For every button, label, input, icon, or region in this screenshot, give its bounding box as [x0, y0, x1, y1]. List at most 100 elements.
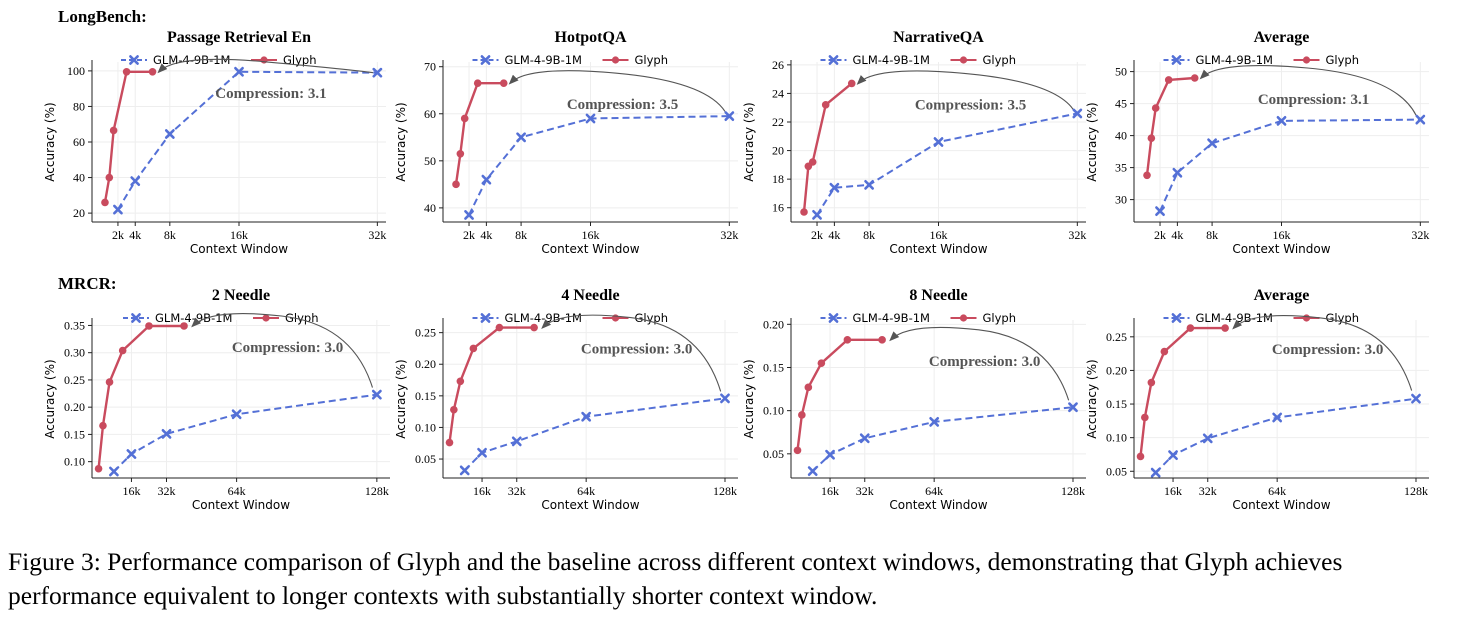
data-point [371, 389, 382, 400]
legend-baseline-marker [828, 313, 839, 323]
y-tick-label: 0.25 [64, 373, 85, 387]
legend-glyph-marker [959, 56, 968, 64]
series-glm-4-9b-1m [464, 111, 735, 220]
data-point [720, 393, 730, 404]
series-line [1159, 118, 1421, 212]
data-point [1172, 167, 1183, 178]
data-point [495, 323, 504, 332]
data-point [1411, 393, 1421, 404]
legend-baseline-label: GLM-4-9B-1M [1196, 311, 1273, 325]
y-tick-label: 24 [772, 86, 784, 100]
y-axis-label: Accuracy (%) [43, 359, 57, 438]
y-axis-label: Accuracy (%) [1085, 359, 1099, 438]
data-point [585, 113, 596, 124]
legend: GLM-4-9B-1M Glyph [1163, 53, 1359, 67]
compression-arrow [157, 58, 374, 74]
y-axis-label: Accuracy (%) [43, 102, 57, 181]
y-tick-label: 0.20 [415, 357, 436, 371]
data-point [1190, 74, 1199, 82]
y-tick-label: 40 [1115, 129, 1127, 143]
series-glm-4-9b-1m [1150, 393, 1421, 478]
data-point [1221, 324, 1229, 332]
data-point [477, 447, 487, 458]
data-point [459, 465, 470, 476]
series-glyph [445, 323, 538, 447]
data-point [1186, 324, 1195, 332]
series-line [816, 112, 1078, 216]
data-point [511, 436, 522, 447]
data-point [464, 210, 474, 220]
data-point [1151, 104, 1160, 112]
data-point [1207, 138, 1217, 149]
compression-annotation: Compression: 3.1 [1258, 92, 1369, 108]
x-tick-label: 2k [463, 228, 475, 242]
data-point [94, 464, 103, 473]
y-tick-label: 18 [772, 172, 784, 186]
data-point [180, 322, 188, 330]
x-tick-label: 16k [122, 484, 140, 498]
x-tick-label: 8k [164, 228, 176, 242]
y-tick-label: 50 [424, 154, 436, 168]
legend-baseline-label: GLM-4-9B-1M [1196, 53, 1273, 67]
legend-glyph-label: Glyph [983, 53, 1017, 67]
legend-baseline-marker [480, 313, 491, 323]
y-tick-label: 22 [772, 115, 784, 129]
data-point [1276, 115, 1287, 126]
x-tick-label: 16k [582, 228, 600, 242]
chart-panel-8: 0.05 0.10 0.15 0.20 0.25 16k 32k 64k 128k Context… [1085, 287, 1429, 512]
data-point [452, 180, 460, 189]
series-glyph [793, 336, 886, 455]
compression-annotation: Compression: 3.0 [929, 354, 1040, 370]
data-point [456, 377, 465, 386]
data-point [516, 132, 526, 143]
data-point [148, 67, 157, 76]
series-line [1145, 76, 1195, 176]
compression-arrow [191, 312, 373, 388]
data-point [99, 421, 107, 430]
series-line [463, 397, 726, 472]
series-line [796, 338, 883, 451]
series-glyph [94, 322, 188, 473]
y-tick-label: 0.25 [415, 326, 436, 340]
x-tick-label: 4k [1171, 228, 1183, 242]
legend-glyph-label: Glyph [635, 53, 669, 67]
y-tick-label: 0.05 [1106, 464, 1127, 478]
compression-annotation: Compression: 3.5 [567, 97, 678, 113]
series-line [103, 70, 153, 203]
x-tick-label: 4k [480, 228, 492, 242]
data-point [804, 383, 813, 392]
data-point [1136, 452, 1145, 461]
panel-title: 2 Needle [212, 287, 270, 304]
legend-glyph-marker [1302, 314, 1311, 322]
y-tick-label: 0.05 [763, 447, 784, 461]
legend-baseline-marker [131, 313, 141, 323]
data-point [499, 79, 508, 87]
series-glyph [1136, 324, 1229, 461]
panel-title: Average [1254, 287, 1310, 304]
series-glyph [452, 79, 508, 189]
data-point [105, 378, 114, 386]
x-tick-label: 32k [158, 484, 176, 498]
data-point [1272, 412, 1283, 423]
x-tick-label: 16k [821, 484, 839, 498]
x-axis-label: Context Window [889, 498, 987, 512]
data-point [1072, 108, 1083, 119]
data-point [145, 322, 153, 330]
compression-annotation: Compression: 3.1 [215, 86, 326, 102]
y-tick-label: 20 [73, 206, 85, 220]
compression-annotation: Compression: 3.5 [915, 97, 1026, 113]
data-point [126, 449, 137, 459]
y-tick-label: 40 [73, 171, 85, 185]
chart-panel-2: 40 50 60 70 2k 4k 8k 16k 32k Context Window Accura… [394, 29, 738, 256]
series-glyph [1143, 74, 1199, 180]
legend: GLM-4-9B-1M Glyph [121, 53, 317, 67]
x-tick-label: 16k [230, 228, 248, 242]
data-point [808, 158, 817, 166]
legend-baseline-label: GLM-4-9B-1M [155, 311, 232, 325]
legend-glyph-marker [260, 56, 268, 64]
y-tick-label: 0.15 [64, 427, 85, 441]
data-point [1202, 433, 1213, 444]
data-point [105, 173, 114, 182]
x-tick-label: 8k [1206, 228, 1218, 242]
y-tick-label: 0.30 [64, 346, 85, 360]
